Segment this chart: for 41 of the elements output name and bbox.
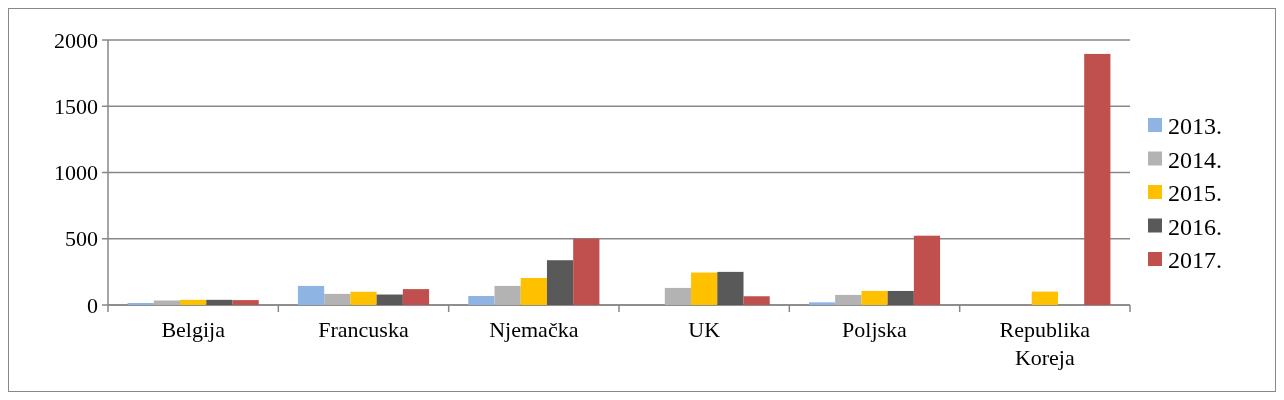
y-tick-label: 500 bbox=[65, 226, 98, 252]
legend-label: 2014. bbox=[1168, 146, 1222, 173]
x-tick-label: Njemačka bbox=[489, 317, 579, 342]
bar bbox=[861, 290, 888, 305]
x-tick-label: Poljska bbox=[842, 317, 908, 342]
bar bbox=[376, 294, 403, 305]
y-tick-label: 1500 bbox=[54, 93, 98, 119]
bar bbox=[153, 300, 181, 305]
legend-label: 2013. bbox=[1168, 113, 1222, 140]
bar bbox=[691, 272, 718, 305]
bar bbox=[494, 285, 521, 305]
x-tick-label: UK bbox=[688, 317, 721, 342]
legend-label: 2015. bbox=[1168, 180, 1222, 207]
x-tick-label: Belgija bbox=[161, 317, 226, 342]
bar bbox=[743, 296, 770, 305]
bar bbox=[573, 238, 600, 305]
bar bbox=[402, 289, 430, 305]
bar bbox=[913, 235, 941, 305]
legend-label: 2017. bbox=[1168, 247, 1222, 274]
bar bbox=[1031, 291, 1058, 305]
bar bbox=[350, 291, 377, 305]
x-tick-label: Francuska bbox=[318, 317, 409, 342]
bar bbox=[808, 302, 836, 305]
y-tick-label: 1000 bbox=[54, 160, 98, 186]
bar bbox=[180, 299, 207, 305]
bar bbox=[1084, 53, 1111, 305]
bar bbox=[232, 300, 259, 305]
bar bbox=[835, 294, 862, 305]
legend-label: 2016. bbox=[1168, 213, 1222, 240]
bar bbox=[546, 260, 574, 305]
y-tick-label: 0 bbox=[87, 292, 98, 318]
bar bbox=[324, 293, 351, 305]
bar bbox=[664, 287, 692, 305]
x-tick-label: Republika Koreja bbox=[999, 317, 1091, 370]
bar bbox=[887, 290, 914, 305]
bar bbox=[520, 277, 547, 305]
bar bbox=[468, 295, 495, 305]
bar bbox=[297, 285, 325, 305]
bar bbox=[206, 299, 233, 305]
bar bbox=[717, 271, 744, 305]
y-tick-label: 2000 bbox=[54, 27, 98, 53]
